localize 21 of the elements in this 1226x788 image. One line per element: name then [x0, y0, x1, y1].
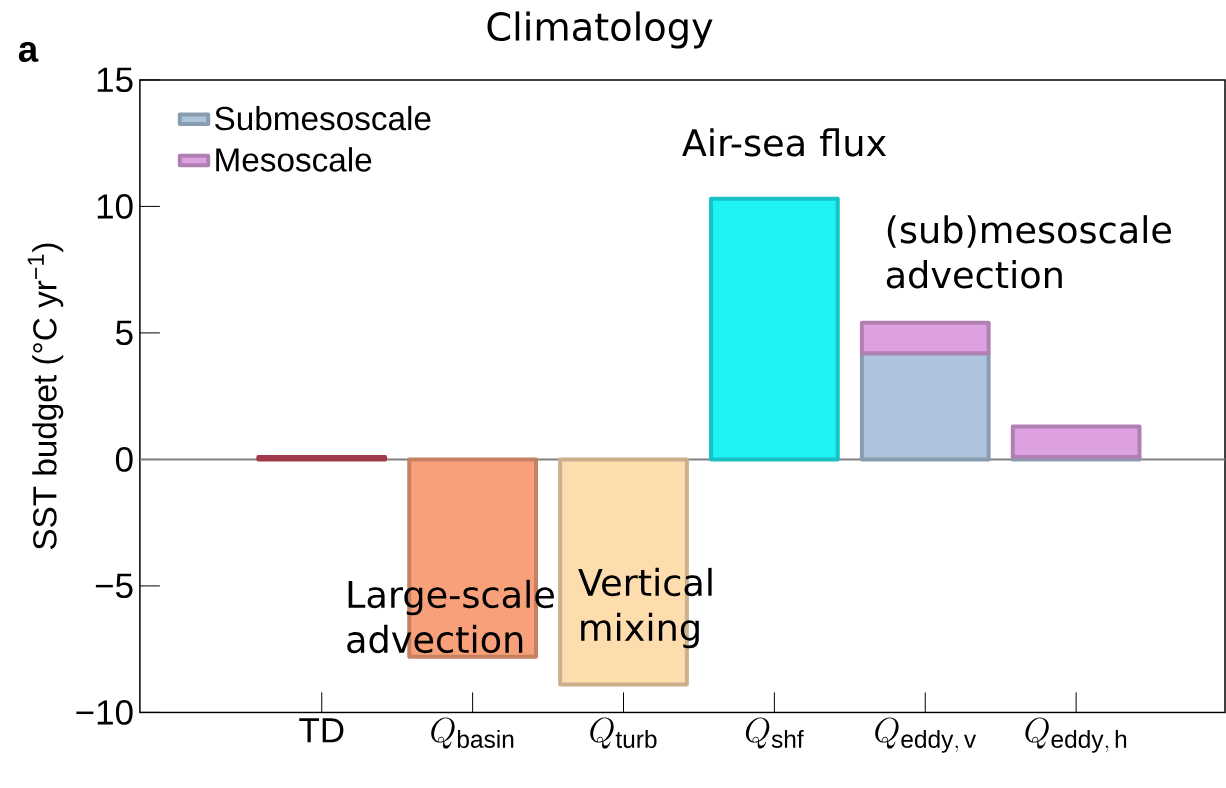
x-tick-label: $Q_{\mathrm{basin}}$ [431, 717, 514, 749]
annotation: (sub)mesoscale advection [886, 214, 1171, 289]
legend-label: Mesoscale [216, 147, 372, 172]
annotation: Air-sea flux [682, 128, 887, 157]
chart-title: Climatology [487, 11, 713, 49]
y-tick-label: 15 [97, 67, 133, 92]
y-tick-label: −10 [76, 699, 133, 725]
x-tick-label: $\mathrm{TD}$ [299, 718, 344, 743]
x-tick-label: $Q_{\mathrm{turb}}$ [590, 717, 657, 749]
y-tick-label: 10 [97, 193, 133, 219]
annotation: Vertical mixing [578, 567, 712, 649]
y-tick-label: 5 [115, 320, 133, 345]
x-tick-label: $Q_{\mathrm{eddy,\,v}}$ [875, 717, 977, 753]
text: a [18, 41, 39, 62]
x-tick-label: $Q_{\mathrm{shf}}$ [745, 717, 804, 749]
annotation: Large-scale advection [347, 579, 554, 653]
x-tick-label: $Q_{\mathrm{eddy,\,h}}$ [1025, 717, 1127, 753]
y-tick-label: −5 [95, 573, 133, 598]
y-axis-title: SST budget (°C yr$^{−1}$) [27, 243, 64, 550]
legend-label: Submesoscale [215, 105, 431, 131]
y-tick-label: 0 [115, 446, 133, 472]
